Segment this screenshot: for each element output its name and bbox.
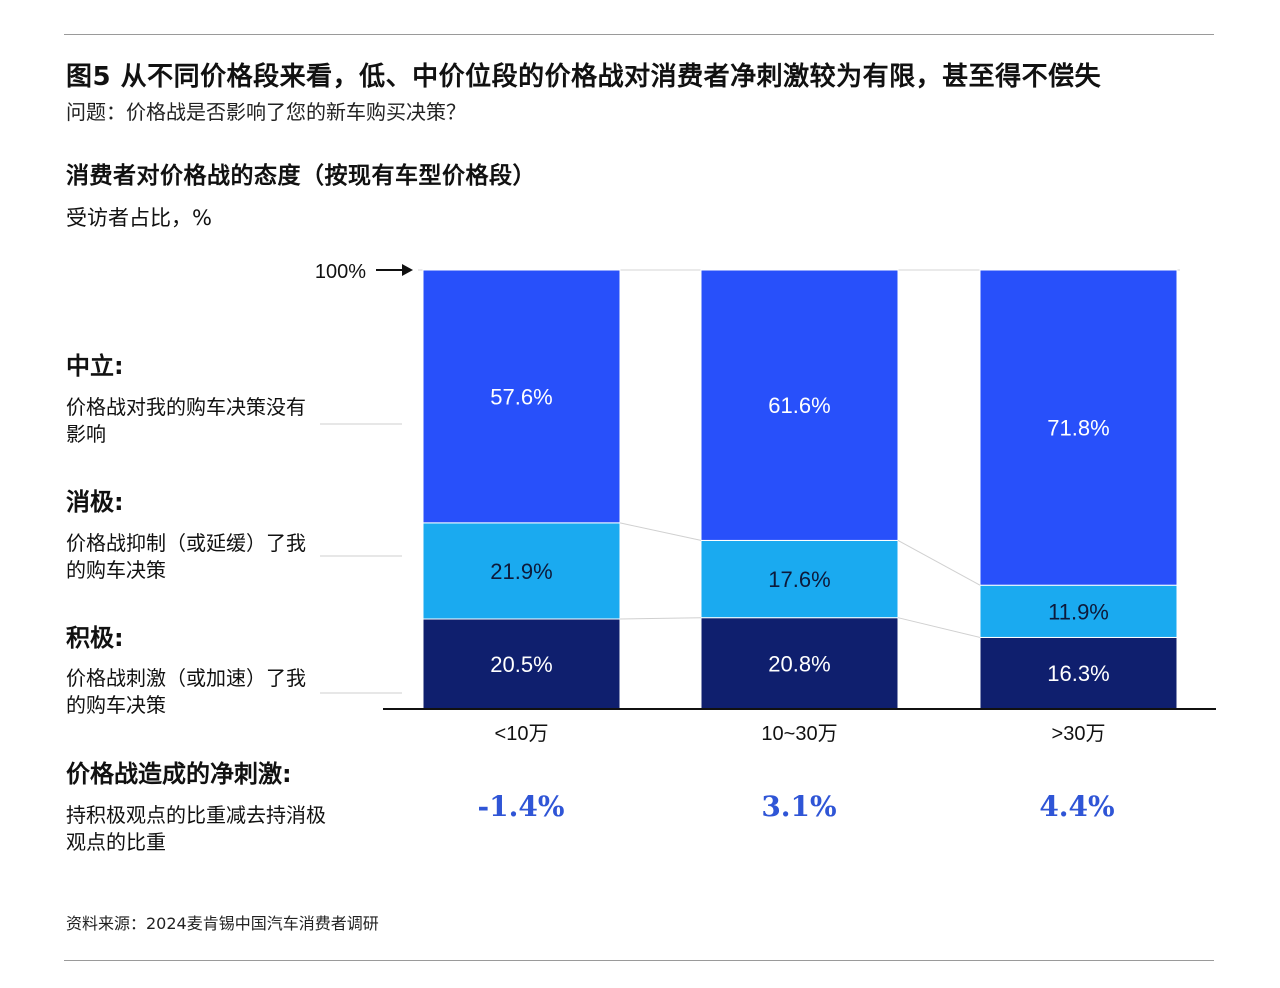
bar-label-neutral-1: 61.6% xyxy=(768,393,830,418)
bottom-rule xyxy=(64,960,1214,961)
legend-negative-desc: 价格战抑制（或延缓）了我的购车决策 xyxy=(66,531,306,582)
bar-label-positive-2: 16.3% xyxy=(1047,661,1109,686)
bar-positive-1 xyxy=(700,617,899,710)
connector-1-2 xyxy=(897,539,981,586)
x-tick-label-0: <10万 xyxy=(495,723,549,745)
bar-label-neutral-0: 57.6% xyxy=(490,384,552,409)
bar-negative-1 xyxy=(700,539,899,619)
bar-label-positive-1: 20.8% xyxy=(768,651,830,676)
legend-negative-head: 消极: xyxy=(66,488,124,516)
unit-label: 受访者占比，% xyxy=(66,206,212,230)
net-stimulus-head: 价格战造成的净刺激: xyxy=(66,760,292,788)
bar-negative-2 xyxy=(979,584,1178,638)
x-tick-label-1: 10~30万 xyxy=(761,723,837,745)
connector-1-1 xyxy=(897,617,981,638)
figure-question: 问题：价格战是否影响了您的新车购买决策？ xyxy=(66,100,466,124)
bar-label-negative-2: 11.9% xyxy=(1048,599,1109,624)
bar-label-negative-1: 17.6% xyxy=(768,567,830,592)
net-value-mid: 3.1% xyxy=(761,790,837,823)
bar-label-positive-0: 20.5% xyxy=(490,652,552,677)
connector-0-2 xyxy=(619,522,702,541)
legend-neutral-head: 中立: xyxy=(66,352,124,380)
bar-negative-0 xyxy=(422,522,621,620)
bar-neutral-0 xyxy=(422,269,621,524)
legend-positive-desc: 价格战刺激（或加速）了我的购车决策 xyxy=(66,666,306,717)
hundred-label: 100% xyxy=(315,261,366,283)
net-value-high: 4.4% xyxy=(1039,790,1115,823)
net-stimulus-desc: 持积极观点的比重减去持消极观点的比重 xyxy=(66,803,326,854)
net-value-low: -1.4% xyxy=(477,790,565,823)
bar-neutral-1 xyxy=(700,269,899,541)
top-rule xyxy=(64,34,1214,35)
bar-label-negative-0: 21.9% xyxy=(490,559,552,584)
chart-title: 消费者对价格战的态度（按现有车型价格段） xyxy=(66,163,536,189)
bar-neutral-2 xyxy=(979,269,1178,586)
legend-positive-head: 积极: xyxy=(66,624,124,652)
bar-label-neutral-2: 71.8% xyxy=(1047,416,1109,441)
legend-neutral-desc: 价格战对我的购车决策没有影响 xyxy=(66,395,306,446)
bar-positive-2 xyxy=(979,636,1178,710)
hundred-arrow-head xyxy=(402,264,413,276)
connector-0-1 xyxy=(619,617,702,620)
x-tick-label-2: >30万 xyxy=(1052,723,1106,745)
bar-positive-0 xyxy=(422,618,621,710)
figure-title: 图5 从不同价格段来看，低、中价位段的价格战对消费者净刺激较为有限，甚至得不偿失 xyxy=(66,62,1102,92)
source-note: 资料来源：2024麦肯锡中国汽车消费者调研 xyxy=(66,914,379,933)
